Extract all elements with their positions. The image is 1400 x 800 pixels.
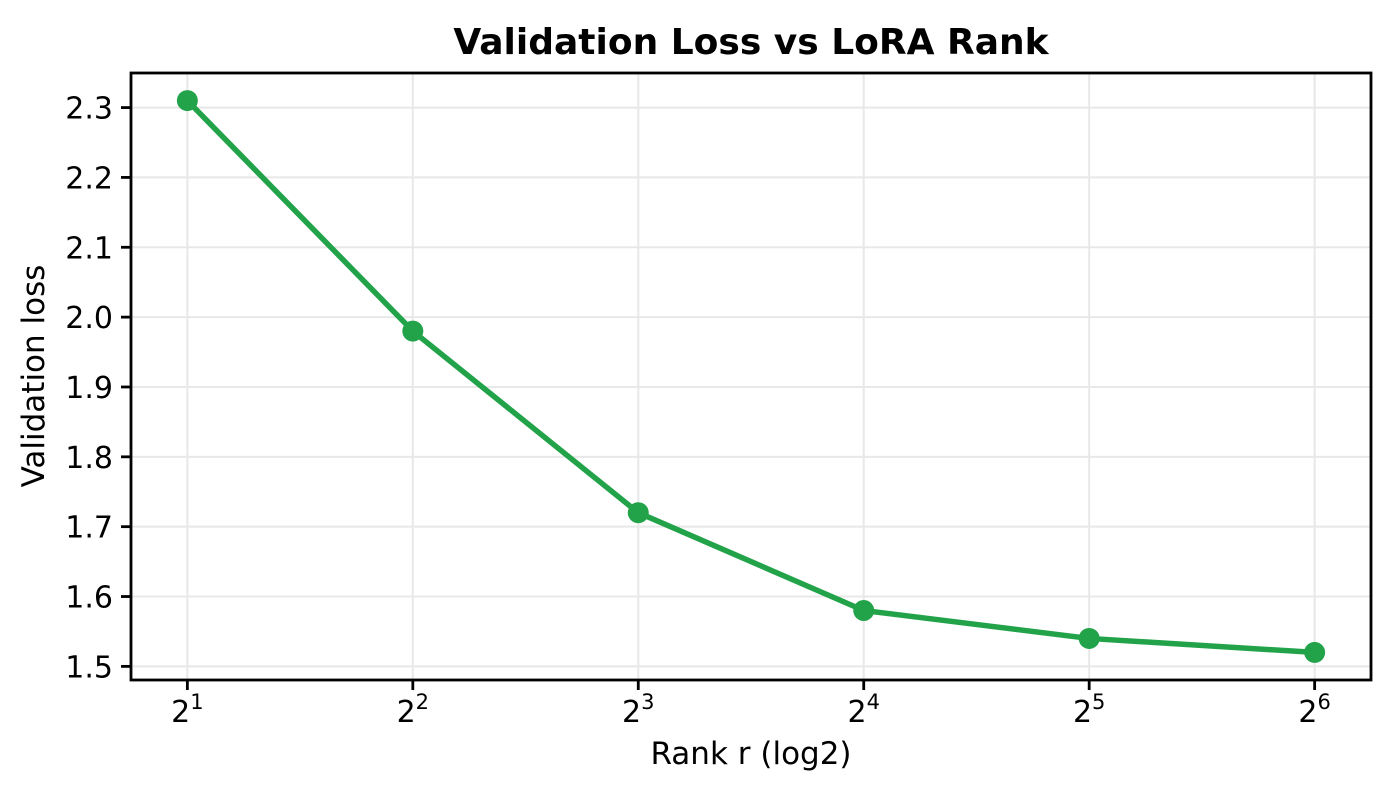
y-tick-label: 1.9 [65, 371, 113, 406]
data-point-marker [853, 599, 875, 621]
y-axis-ticks: 1.5 1.6 1.7 1.8 1.9 2.0 2.1 2.2 2.3 [65, 92, 131, 685]
data-point-marker [176, 90, 198, 112]
data-point-marker [1078, 627, 1100, 649]
chart-title: Validation Loss vs LoRA Rank [453, 22, 1049, 63]
x-tick-label: 22 [397, 690, 429, 730]
data-point-marker [1304, 641, 1326, 663]
y-tick-label: 2.3 [65, 92, 113, 127]
y-axis-label: Validation loss [16, 265, 52, 488]
y-tick-label: 1.6 [65, 581, 113, 616]
data-series [176, 90, 1326, 663]
plot-frame [129, 71, 1373, 682]
y-tick-label: 2.1 [65, 231, 113, 266]
y-tick-label: 1.8 [65, 441, 113, 476]
x-tick-label: 26 [1298, 690, 1330, 730]
x-axis-label: Rank r (log2) [650, 736, 851, 772]
y-tick-label: 2.0 [65, 301, 113, 336]
series-line [184, 97, 1318, 656]
y-tick-label: 1.7 [65, 511, 113, 546]
y-tick-label: 2.2 [65, 161, 113, 196]
x-tick-label: 21 [171, 690, 203, 730]
plot-area-background [131, 73, 1371, 680]
data-point-marker [627, 502, 649, 524]
gridlines [131, 73, 1371, 680]
x-axis-ticks: 21 22 23 24 25 26 [171, 680, 1331, 730]
y-tick-label: 1.5 [65, 650, 113, 685]
data-point-marker [402, 320, 424, 342]
